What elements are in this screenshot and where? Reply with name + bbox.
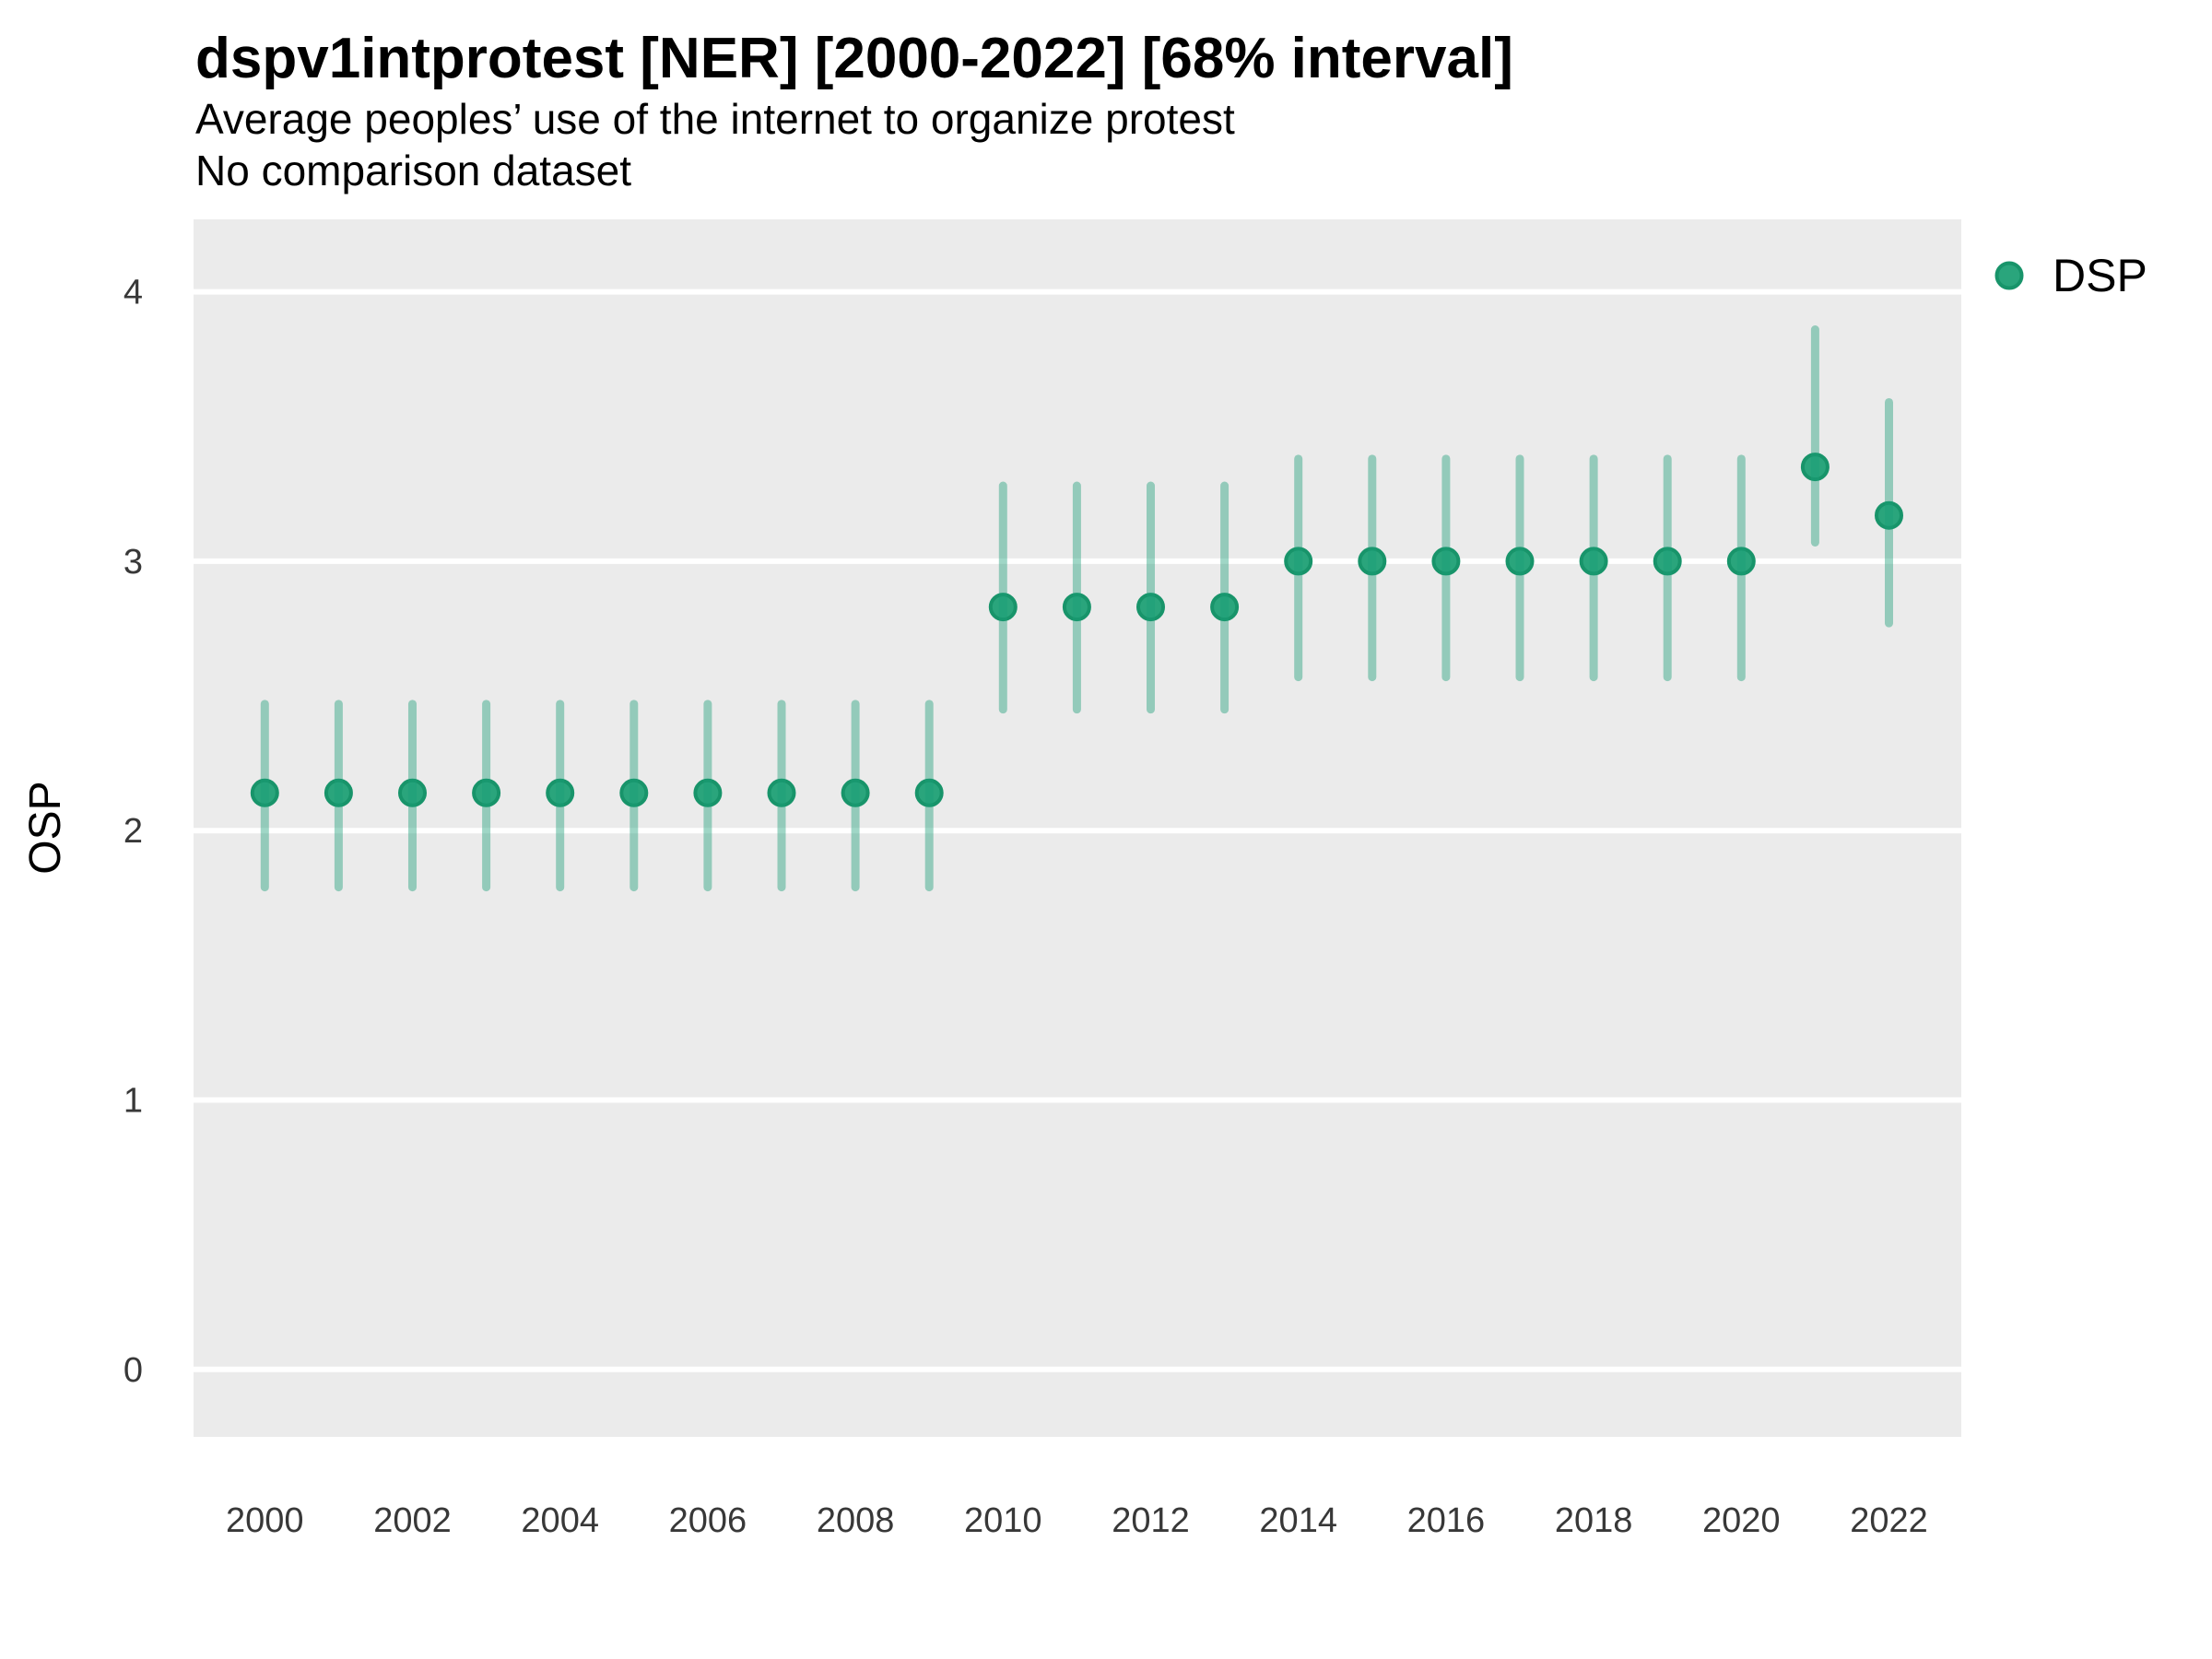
chart-title: dspv1intprotest [NER] [2000-2022] [68% i… bbox=[195, 27, 1513, 90]
y-tick-label-1: 1 bbox=[124, 1082, 143, 1121]
data-point-2005 bbox=[619, 778, 649, 807]
x-tick-label-2002: 2002 bbox=[373, 1501, 452, 1540]
x-tick-label-group: 2000 2002 2004 2006 2008 2010 2012 2014 2016 2018… bbox=[226, 1501, 1928, 1540]
legend: DSP bbox=[1994, 250, 2147, 301]
chart-subtitle: Average peoples’ use of the internet to … bbox=[195, 95, 1235, 143]
data-point-2011 bbox=[1062, 593, 1091, 622]
data-point-2004 bbox=[546, 778, 575, 807]
data-point-2003 bbox=[472, 778, 501, 807]
data-point-2022 bbox=[1875, 500, 1904, 530]
x-tick-label-2004: 2004 bbox=[521, 1501, 599, 1540]
y-axis-title: OSP bbox=[21, 781, 70, 875]
data-point-2020 bbox=[1726, 547, 1756, 576]
x-tick-label-2016: 2016 bbox=[1407, 1501, 1486, 1540]
data-marks-group bbox=[250, 325, 1904, 892]
y-tick-label-4: 4 bbox=[124, 274, 143, 312]
data-point-2002 bbox=[397, 778, 427, 807]
y-tick-label-0: 0 bbox=[124, 1351, 143, 1390]
data-point-2006 bbox=[693, 778, 723, 807]
data-point-2013 bbox=[1210, 593, 1240, 622]
chart-note: No comparison dataset bbox=[195, 147, 632, 194]
data-point-2001 bbox=[324, 778, 353, 807]
data-point-2009 bbox=[914, 778, 944, 807]
data-point-2018 bbox=[1579, 547, 1608, 576]
legend-label: DSP bbox=[2053, 250, 2147, 301]
data-point-2008 bbox=[841, 778, 870, 807]
x-tick-label-2008: 2008 bbox=[817, 1501, 895, 1540]
data-point-2014 bbox=[1284, 547, 1313, 576]
legend-point-icon bbox=[1994, 261, 2024, 290]
gridline-group bbox=[194, 288, 1961, 1372]
data-point-2007 bbox=[767, 778, 796, 807]
data-point-2000 bbox=[250, 778, 279, 807]
x-tick-label-2010: 2010 bbox=[964, 1501, 1042, 1540]
x-tick-label-2000: 2000 bbox=[226, 1501, 304, 1540]
x-tick-label-2012: 2012 bbox=[1112, 1501, 1190, 1540]
x-tick-label-2014: 2014 bbox=[1259, 1501, 1337, 1540]
x-tick-label-2018: 2018 bbox=[1555, 1501, 1633, 1540]
data-point-2010 bbox=[988, 593, 1018, 622]
y-tick-label-group: 0 1 2 3 4 bbox=[124, 274, 143, 1390]
y-tick-label-3: 3 bbox=[124, 543, 143, 582]
y-tick-label-2: 2 bbox=[124, 812, 143, 851]
data-point-2015 bbox=[1358, 547, 1387, 576]
data-point-2016 bbox=[1431, 547, 1461, 576]
x-tick-label-2022: 2022 bbox=[1850, 1501, 1928, 1540]
data-point-2021 bbox=[1800, 453, 1830, 482]
data-point-2019 bbox=[1653, 547, 1682, 576]
x-tick-label-2006: 2006 bbox=[669, 1501, 747, 1540]
data-point-2017 bbox=[1505, 547, 1535, 576]
data-point-2012 bbox=[1135, 593, 1165, 622]
x-tick-label-2020: 2020 bbox=[1702, 1501, 1781, 1540]
